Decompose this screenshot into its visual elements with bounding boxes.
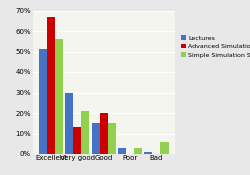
Bar bbox=[118, 148, 126, 154]
Bar bbox=[92, 123, 100, 154]
Bar bbox=[108, 123, 116, 154]
Legend: Lectures, Advanced Simulation Session, Simple Simulation Session: Lectures, Advanced Simulation Session, S… bbox=[181, 35, 250, 58]
Bar bbox=[82, 111, 90, 154]
Bar bbox=[65, 93, 74, 154]
Bar bbox=[134, 148, 142, 154]
Bar bbox=[144, 152, 152, 154]
Bar bbox=[39, 50, 47, 154]
Bar bbox=[55, 39, 63, 154]
Bar bbox=[47, 17, 55, 154]
Bar bbox=[100, 113, 108, 154]
Bar bbox=[160, 142, 168, 154]
Bar bbox=[74, 127, 82, 154]
